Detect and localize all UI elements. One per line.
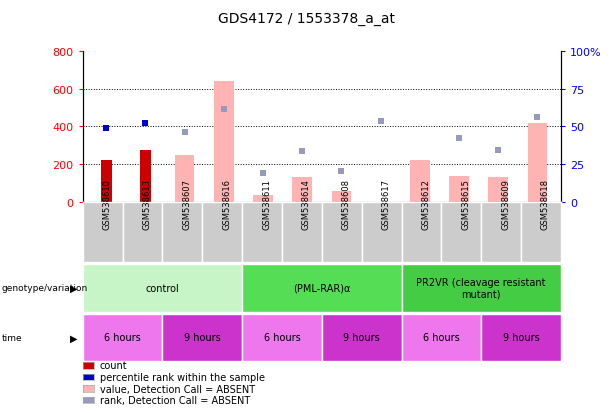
Text: 6 hours: 6 hours (104, 332, 141, 343)
Text: GSM538614: GSM538614 (302, 179, 311, 230)
Text: GSM538612: GSM538612 (422, 179, 430, 230)
Text: GSM538609: GSM538609 (501, 179, 510, 230)
Text: GSM538613: GSM538613 (142, 179, 151, 230)
Bar (253, 196, 273, 202)
Text: GSM538617: GSM538617 (382, 179, 390, 230)
Text: GSM538608: GSM538608 (342, 179, 351, 230)
Text: GSM538611: GSM538611 (262, 179, 271, 230)
Bar (449, 177, 469, 202)
Text: control: control (145, 283, 180, 293)
Text: GDS4172 / 1553378_a_at: GDS4172 / 1553378_a_at (218, 12, 395, 26)
Text: PR2VR (cleavage resistant
mutant): PR2VR (cleavage resistant mutant) (416, 277, 546, 299)
Text: time: time (1, 333, 22, 342)
Text: GSM538610: GSM538610 (103, 179, 112, 230)
Text: GSM538607: GSM538607 (183, 179, 191, 230)
Text: rank, Detection Call = ABSENT: rank, Detection Call = ABSENT (100, 395, 250, 405)
Text: ▶: ▶ (70, 332, 77, 343)
Text: percentile rank within the sample: percentile rank within the sample (100, 372, 265, 382)
Text: 6 hours: 6 hours (423, 332, 460, 343)
Bar (528, 123, 547, 202)
Bar (175, 155, 194, 202)
Text: 9 hours: 9 hours (503, 332, 539, 343)
Text: 9 hours: 9 hours (184, 332, 221, 343)
Text: GSM538615: GSM538615 (461, 179, 470, 230)
Bar (101, 161, 112, 202)
Text: genotype/variation: genotype/variation (1, 284, 88, 292)
Bar (214, 82, 234, 202)
Text: GSM538618: GSM538618 (541, 179, 550, 230)
Text: value, Detection Call = ABSENT: value, Detection Call = ABSENT (100, 384, 255, 394)
Text: (PML-RAR)α: (PML-RAR)α (293, 283, 351, 293)
Text: ▶: ▶ (70, 283, 77, 293)
Text: 6 hours: 6 hours (264, 332, 300, 343)
Bar (332, 192, 351, 202)
Text: count: count (100, 361, 128, 370)
Bar (292, 178, 312, 202)
Text: GSM538616: GSM538616 (223, 179, 231, 230)
Bar (410, 161, 430, 202)
Bar (140, 151, 151, 202)
Bar (489, 178, 508, 202)
Text: 9 hours: 9 hours (343, 332, 380, 343)
